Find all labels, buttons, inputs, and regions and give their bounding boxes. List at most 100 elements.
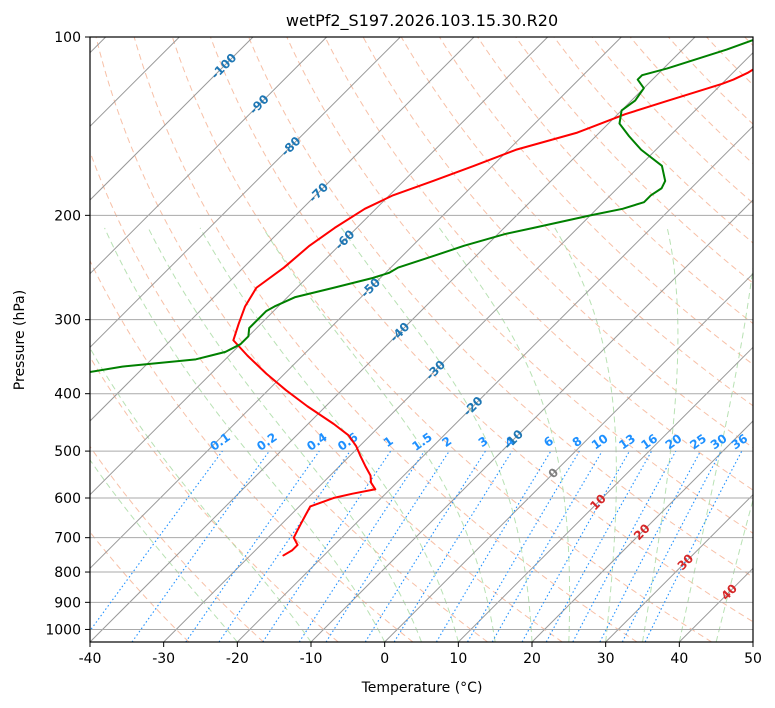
x-tick-label: -30	[152, 651, 175, 667]
isotherm	[163, 51, 753, 642]
isotherm	[90, 37, 254, 201]
mixing-ratio-line	[131, 450, 270, 642]
mixing-ratio-label: 16	[638, 431, 660, 452]
x-tick-label: 0	[380, 651, 389, 667]
background-lines	[90, 37, 753, 642]
mixing-ratio-line	[262, 450, 392, 642]
isotherm	[90, 37, 475, 422]
y-tick-label: 600	[54, 491, 81, 507]
moist-adiabat	[104, 227, 386, 642]
dry-adiabat	[133, 37, 638, 642]
dry-adiabat	[477, 37, 753, 325]
y-tick-label: 1000	[45, 622, 81, 638]
moist-adiabat	[678, 263, 753, 642]
isotherm	[90, 37, 328, 275]
dry-adiabat	[515, 37, 753, 284]
moist-adiabat	[715, 498, 753, 642]
x-tick-label: -10	[300, 651, 323, 667]
x-tick-label: 20	[523, 651, 541, 667]
dry-adiabat	[706, 37, 753, 86]
y-tick-label: 500	[54, 444, 81, 460]
mixing-ratio-line	[325, 450, 450, 642]
mixing-ratio-line	[185, 450, 320, 642]
isotherm	[531, 420, 753, 642]
y-tick-label: 900	[54, 595, 81, 611]
mixing-ratio-label: 0.2	[254, 430, 279, 454]
mixing-ratio-line	[545, 450, 653, 642]
dry-adiabat	[591, 37, 753, 204]
isotherm	[90, 37, 622, 570]
y-tick-label: 200	[54, 208, 81, 224]
isotherm	[90, 37, 401, 349]
dry-adiabat	[248, 37, 753, 578]
mixing-ratio-label: 1.5	[409, 430, 434, 454]
profiles	[90, 38, 753, 557]
mixing-ratio-line	[644, 450, 743, 642]
moist-adiabat	[90, 459, 238, 642]
moist-adiabat	[438, 227, 571, 642]
isotherm	[236, 125, 753, 642]
mixing-ratio-line	[572, 450, 677, 642]
moist-adiabat	[554, 227, 617, 642]
isotherm	[605, 493, 753, 642]
moist-adiabat	[147, 227, 422, 642]
dewpoint-profile	[90, 38, 753, 374]
y-tick-label: 800	[54, 565, 81, 581]
dry-adiabat	[90, 259, 414, 642]
isotherm	[678, 567, 753, 642]
mixing-ratio-label: 13	[616, 431, 638, 452]
dry-adiabat	[400, 37, 753, 407]
dry-adiabat	[210, 37, 753, 623]
x-tick-label: 10	[449, 651, 467, 667]
mixing-ratio-label: 36	[729, 431, 751, 452]
x-tick-label: 40	[670, 651, 688, 667]
x-tick-label: 50	[744, 651, 762, 667]
mixing-ratio-line	[298, 450, 425, 642]
mixing-ratio-line	[467, 450, 580, 642]
mixing-ratio-label: 0.1	[207, 430, 232, 454]
isotherm	[90, 37, 696, 642]
x-tick-label: -40	[79, 651, 102, 667]
mixing-ratio-line	[521, 450, 630, 642]
y-axis-label: Pressure (hPa)	[12, 290, 28, 390]
x-tick-label: -20	[226, 651, 249, 667]
dry-adiabat	[668, 37, 753, 125]
y-tick-label: 400	[54, 387, 81, 403]
isotherm	[384, 272, 753, 642]
mixing-ratio-label: 1	[381, 434, 396, 450]
axis-ticks: -40 -30 -20 -10 0 10 20 30 40 50 100 200 300 400 500 60…	[45, 30, 762, 667]
dry-adiabat	[90, 531, 190, 642]
moist-adiabat	[199, 227, 459, 642]
dry-adiabat	[90, 356, 339, 642]
isotherm	[457, 346, 753, 642]
mixing-ratio-line	[90, 450, 223, 632]
plot-frame	[89, 36, 754, 643]
dry-adiabat	[629, 37, 753, 165]
dry-adiabat	[171, 37, 712, 642]
mixing-ratio-line	[218, 450, 351, 642]
mixing-ratio-line	[364, 450, 486, 642]
y-tick-label: 300	[54, 313, 81, 329]
mixing-ratio-line	[599, 450, 702, 642]
x-axis-label: Temperature (°C)	[361, 680, 483, 696]
mixing-ratio-line	[435, 450, 552, 642]
dry-adiabat	[744, 37, 753, 47]
mixing-ratio-label: 8	[570, 434, 585, 450]
y-tick-label: 100	[54, 30, 81, 46]
dry-adiabat	[90, 445, 264, 642]
chart-title: wetPf2_S197.2026.103.15.30.R20	[286, 11, 558, 31]
mixing-ratio-line	[393, 450, 513, 642]
moist-adiabat	[90, 347, 312, 642]
temperature-profile	[232, 68, 753, 557]
x-tick-label: 30	[597, 651, 615, 667]
mixing-ratio-label: 0.4	[304, 430, 329, 454]
isotherm	[310, 199, 753, 642]
isotherm	[752, 641, 753, 642]
mixing-ratio-label: 3	[476, 434, 491, 450]
dry-adiabat	[90, 150, 488, 642]
dry-adiabat	[553, 37, 753, 244]
dry-adiabat	[95, 37, 563, 642]
dry-adiabat	[324, 37, 753, 491]
moist-adiabat	[341, 227, 533, 642]
